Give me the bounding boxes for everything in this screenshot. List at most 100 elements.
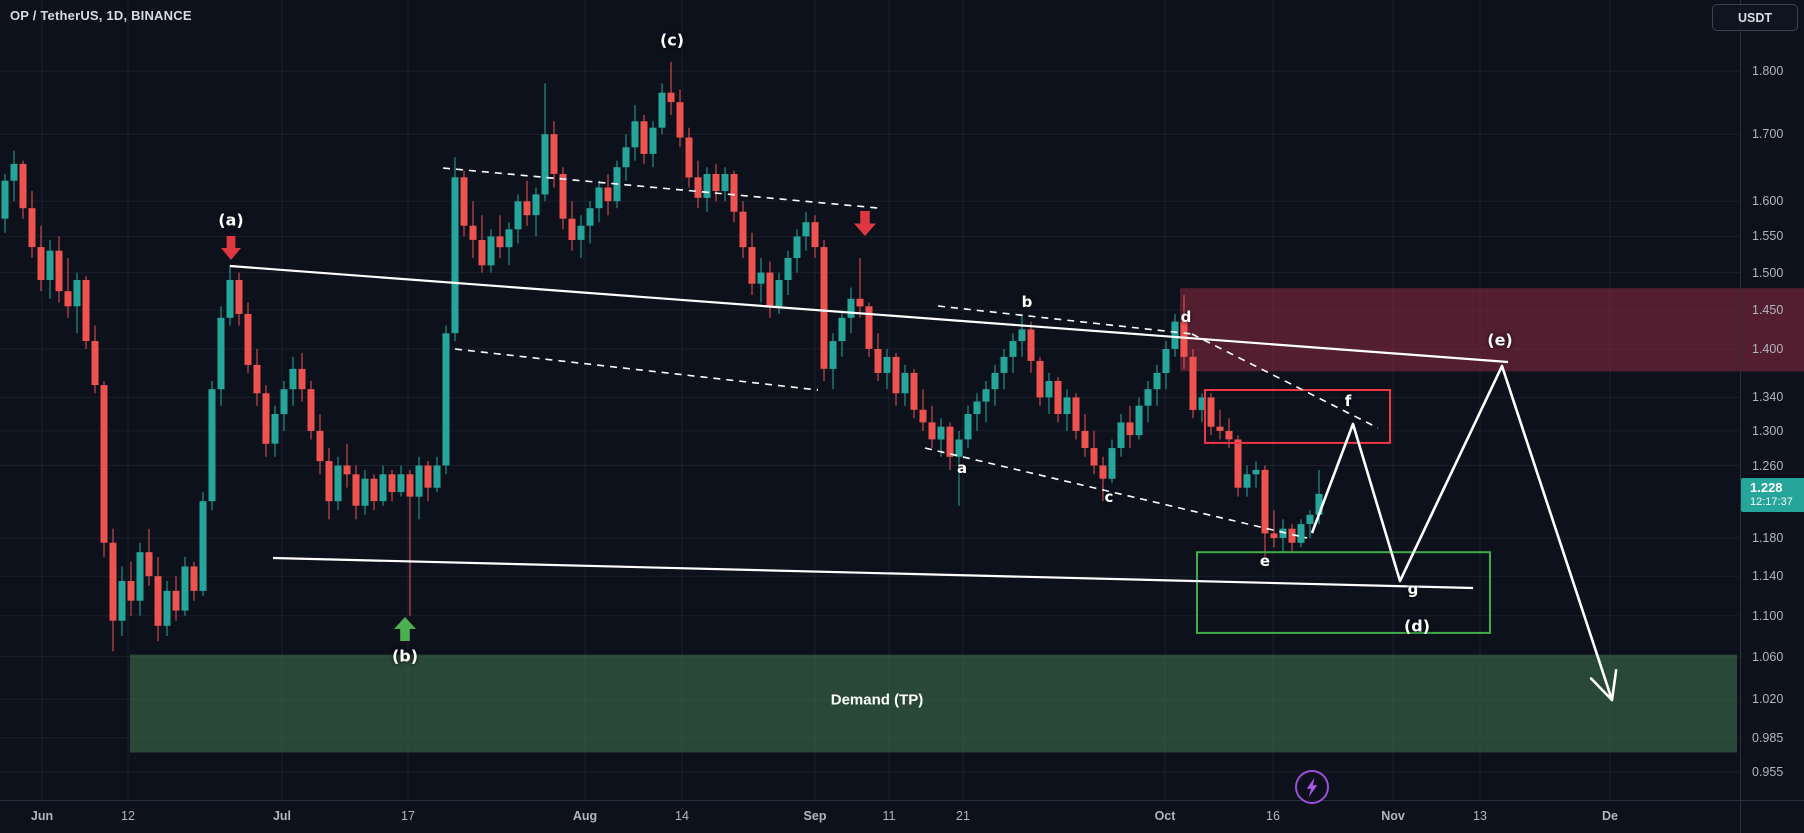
candle-body <box>496 236 504 248</box>
wave-label-g[interactable]: g <box>1407 580 1419 598</box>
candle-body <box>694 177 702 198</box>
candle-body <box>631 121 639 148</box>
wave-label-b[interactable]: b <box>1021 293 1033 311</box>
candle-body <box>901 372 909 394</box>
candle-body <box>1117 422 1125 448</box>
candle-body <box>649 127 657 154</box>
time-tick-label: Oct <box>1154 809 1176 823</box>
price-tick-label: 0.955 <box>1752 765 1784 779</box>
upper-trendline[interactable] <box>229 264 1509 364</box>
candle-body <box>568 218 576 240</box>
last-price-value: 1.228 <box>1750 479 1783 495</box>
b-d-dashed[interactable] <box>937 305 1193 335</box>
price-tick-label: 1.600 <box>1752 194 1784 209</box>
currency-toggle-button[interactable]: USDT <box>1712 4 1798 31</box>
candle-body <box>154 576 162 626</box>
candle-body <box>298 368 306 390</box>
candle-body <box>226 280 234 318</box>
wave-label-c[interactable]: (c) <box>659 30 685 50</box>
arrow-up-marker[interactable] <box>394 617 416 641</box>
supply-zone[interactable] <box>1180 288 1804 372</box>
candle-body <box>1 180 9 219</box>
candle-body <box>334 465 342 502</box>
arrow-down-marker[interactable] <box>221 236 241 260</box>
candle-body <box>532 194 540 216</box>
time-tick-label: 16 <box>1266 809 1280 823</box>
candle-body <box>397 474 405 493</box>
candle-body <box>928 422 936 440</box>
candle-body <box>595 187 603 209</box>
candle-body <box>487 236 495 266</box>
channel-lower-dashed[interactable] <box>454 348 819 391</box>
symbol-title[interactable]: OP / TetherUS, 1D, BINANCE <box>10 8 192 23</box>
wave-label-a[interactable]: a <box>956 459 968 477</box>
candle-body <box>469 225 477 240</box>
candle-body <box>955 439 963 457</box>
wave-label-d[interactable]: d <box>1180 308 1192 326</box>
demand-zone[interactable] <box>130 654 1737 753</box>
price-axis[interactable]: 1.800 1.700 1.600 1.550 1.500 1.450 1.400 1.340… <box>1740 0 1804 800</box>
candle-body <box>307 389 315 431</box>
a-c-dashed[interactable] <box>924 447 1308 539</box>
candle-body <box>703 174 711 198</box>
candle-body <box>19 163 27 209</box>
candle-body <box>1306 514 1314 524</box>
candle-body <box>856 298 864 307</box>
wave-label-e[interactable]: e <box>1259 552 1271 570</box>
candle-body <box>91 341 99 386</box>
candle-body <box>1045 381 1053 398</box>
candle-body <box>1315 493 1323 515</box>
candle-body <box>118 581 126 621</box>
candle-body <box>1297 524 1305 543</box>
wave-label-c[interactable]: c <box>1104 488 1114 506</box>
candle-body <box>964 414 972 440</box>
d-f-dashed[interactable] <box>1191 333 1379 429</box>
time-tick-label: De <box>1602 809 1618 823</box>
lower-trendline[interactable] <box>272 556 1474 590</box>
candle-body <box>1288 528 1296 543</box>
wave-label-e[interactable]: (e) <box>1487 330 1513 350</box>
wave-label-d[interactable]: (d) <box>1403 616 1431 636</box>
candle-body <box>199 501 207 591</box>
last-price-badge: 1.228 12:17:37 <box>1741 477 1804 512</box>
candle-body <box>1036 360 1044 398</box>
channel-upper-dashed[interactable] <box>442 167 879 209</box>
candle-body <box>82 280 90 341</box>
candle-body <box>847 298 855 318</box>
candle-body <box>253 364 261 394</box>
price-tick-label: 1.800 <box>1752 64 1784 78</box>
support-target-box[interactable] <box>1196 551 1491 634</box>
candle-body <box>280 389 288 415</box>
lightning-icon[interactable] <box>1295 770 1329 804</box>
price-tick-label: 1.550 <box>1752 229 1784 244</box>
candle-body <box>1135 405 1143 436</box>
wave-label-f[interactable]: f <box>1344 392 1352 410</box>
candle-body <box>244 314 252 365</box>
candle-body <box>1261 469 1269 534</box>
candle-body <box>757 272 765 284</box>
candle-body <box>55 250 63 292</box>
candle-body <box>1162 349 1170 373</box>
arrow-down-marker[interactable] <box>854 211 876 236</box>
candle-body <box>1207 397 1215 427</box>
candle-body <box>775 280 783 307</box>
time-tick-label: 11 <box>882 809 896 823</box>
candle-body <box>1081 430 1089 448</box>
candle-body <box>622 147 630 168</box>
candle-body <box>343 465 351 475</box>
candle-body <box>1153 372 1161 390</box>
candle-body <box>505 229 513 248</box>
candle-body <box>136 552 144 601</box>
candle-body <box>433 465 441 488</box>
candle-body <box>1180 321 1188 357</box>
candle-body <box>1216 426 1224 431</box>
candle-body <box>478 240 486 266</box>
projection-path[interactable] <box>1310 364 1614 701</box>
time-axis[interactable]: Jun 12 Jul 17 Aug 14 Sep 11 21 Oct 16 Nov 13 De <box>0 800 1740 833</box>
wave-label-a[interactable]: (a) <box>218 210 244 230</box>
wave-label-b[interactable]: (b) <box>391 646 419 666</box>
resistance-retest-box[interactable] <box>1204 389 1391 444</box>
candle-body <box>235 280 243 314</box>
demand-zone-label[interactable]: Demand (TP) <box>830 691 924 709</box>
